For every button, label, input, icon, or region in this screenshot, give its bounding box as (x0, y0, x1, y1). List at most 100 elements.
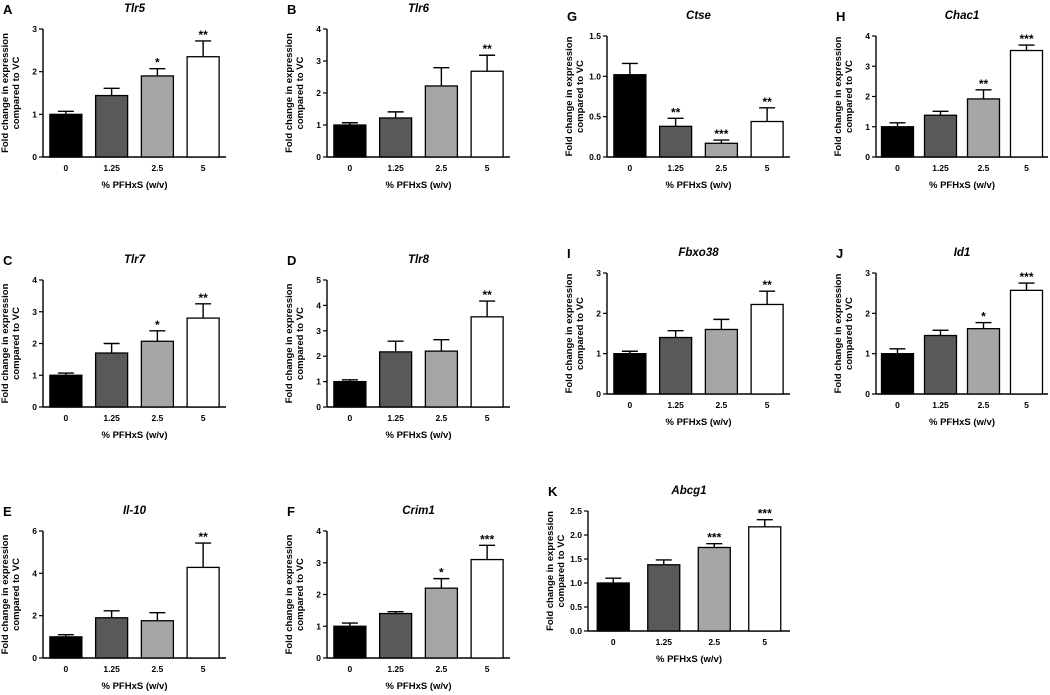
panel-title: Id1 (954, 247, 971, 259)
y-axis-label-line2: compared to VC (575, 60, 586, 133)
y-axis-label-line2: compared to VC (556, 534, 567, 607)
y-tick-label: 2.5 (570, 506, 582, 516)
significance-label: ** (482, 42, 492, 56)
y-tick-label: 1 (865, 122, 870, 132)
y-axis-label-line2: compared to VC (295, 307, 306, 380)
bar-1-25 (94, 94, 129, 158)
bar-1-25 (94, 617, 129, 659)
panel-title: Abcg1 (670, 485, 706, 497)
bar-0 (880, 126, 915, 158)
panel-letter: E (3, 504, 12, 519)
significance-label: ** (979, 77, 989, 91)
y-tick-label: 2 (32, 611, 37, 621)
bar-1-25 (378, 351, 413, 408)
y-axis-label-line1: Fold change in expression (564, 273, 575, 393)
bar-0 (333, 124, 367, 158)
y-tick-label: 6 (32, 526, 37, 536)
bar-2-5 (140, 620, 175, 659)
x-tick-label: 2.5 (151, 163, 163, 173)
significance-label: *** (707, 531, 721, 545)
y-axis-label-line2: compared to VC (295, 558, 306, 631)
bar-5 (1009, 49, 1044, 158)
x-tick-label: 5 (765, 163, 770, 173)
x-axis-label: % PFHxS (w/v) (386, 180, 452, 191)
bar-0 (613, 74, 647, 158)
bar-1-25 (923, 114, 958, 158)
panel-letter: J (836, 246, 843, 261)
bar-0 (333, 625, 367, 659)
significance-label: * (439, 566, 444, 580)
panel-a: A Tlr5 0 1 2 3 Fold change in expression compar… (0, 2, 226, 191)
y-tick-label: 1.0 (589, 71, 601, 81)
bar-1-25 (378, 612, 413, 659)
panel-h: H Chac1 0 1 2 3 4 Fold change in expression comp… (833, 9, 1048, 191)
y-axis-label-line1: Fold change in expression (0, 283, 11, 403)
x-tick-label: 5 (485, 664, 490, 674)
y-axis-label-line1: Fold change in expression (564, 36, 575, 156)
significance-label: *** (714, 127, 728, 141)
panel-f: F Crim1 0 1 2 3 4 Fold change in expression comp… (284, 504, 510, 692)
panel-title: Tlr8 (408, 254, 430, 266)
y-tick-label: 3 (865, 268, 870, 278)
panel-letter: C (3, 253, 13, 268)
significance-label: ** (482, 288, 492, 302)
x-tick-label: 5 (485, 163, 490, 173)
panel-letter: D (287, 253, 296, 268)
bar-0 (49, 113, 83, 158)
panel-title: Tlr6 (408, 3, 430, 15)
x-tick-label: 2.5 (715, 400, 727, 410)
bar-1-25 (658, 125, 693, 158)
panel-title: Tlr5 (124, 3, 146, 15)
x-tick-label: 5 (201, 413, 206, 423)
x-tick-label: 0 (348, 664, 353, 674)
y-tick-label: 0 (316, 653, 321, 663)
x-tick-label: 0 (895, 400, 900, 410)
y-tick-label: 1.5 (570, 554, 582, 564)
panel-letter: G (567, 9, 577, 24)
x-axis-label: % PFHxS (w/v) (656, 654, 722, 665)
x-tick-label: 0 (348, 163, 353, 173)
panel-title: Tlr7 (124, 254, 146, 266)
bar-5 (186, 56, 220, 158)
significance-label: ** (762, 95, 772, 109)
bar-2-5 (966, 328, 1001, 395)
y-tick-label: 2 (596, 308, 601, 318)
y-axis-label-line1: Fold change in expression (833, 273, 844, 393)
x-tick-label: 5 (485, 413, 490, 423)
y-axis-label-line2: compared to VC (844, 297, 855, 370)
y-tick-label: 1 (316, 377, 321, 387)
x-tick-label: 0 (64, 664, 69, 674)
y-tick-label: 4 (316, 24, 321, 34)
y-axis-label-line1: Fold change in expression (0, 534, 11, 654)
x-tick-label: 5 (201, 163, 206, 173)
y-axis-label-line1: Fold change in expression (0, 33, 11, 153)
x-tick-label: 2.5 (151, 413, 163, 423)
y-tick-label: 4 (316, 300, 321, 310)
y-axis-label-line1: Fold change in expression (284, 283, 295, 403)
bar-0 (613, 353, 647, 395)
x-tick-label: 1.25 (103, 664, 120, 674)
x-tick-label: 5 (1024, 163, 1029, 173)
panel-letter: H (836, 9, 845, 24)
y-tick-label: 1.0 (570, 578, 582, 588)
panel-d: D Tlr8 0 1 2 3 4 5 Fold change in expression comp… (284, 253, 510, 441)
y-tick-label: 0 (316, 152, 321, 162)
significance-label: * (155, 318, 160, 332)
y-axis-label-line2: compared to VC (844, 60, 855, 133)
bar-5 (470, 316, 504, 408)
x-tick-label: 5 (765, 400, 770, 410)
y-tick-label: 2.0 (570, 530, 582, 540)
bar-5 (470, 70, 504, 158)
y-tick-label: 1 (316, 120, 321, 130)
x-tick-label: 0 (628, 400, 633, 410)
panel-g: G Ctse 0.0 0.5 1.0 1.5 Fold change in expressi… (564, 9, 790, 191)
y-tick-label: 0 (32, 653, 37, 663)
panel-title: Crim1 (402, 505, 435, 517)
y-tick-label: 4 (32, 275, 37, 285)
panel-title: Chac1 (945, 10, 980, 22)
x-tick-label: 1.25 (387, 163, 404, 173)
y-tick-label: 0.0 (570, 626, 582, 636)
significance-label: *** (1019, 32, 1033, 46)
y-tick-label: 4 (316, 526, 321, 536)
x-tick-label: 1.25 (103, 163, 120, 173)
